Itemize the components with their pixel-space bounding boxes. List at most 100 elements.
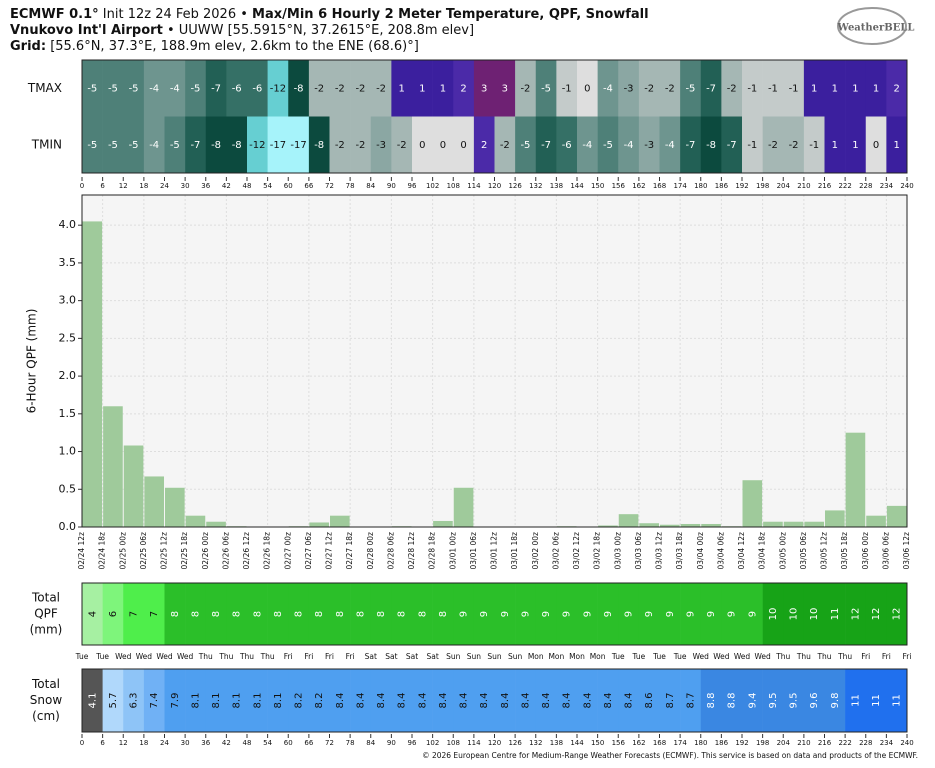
cell: [886, 60, 908, 117]
x-tick-label: 03/02 06z: [551, 532, 560, 570]
cell: [370, 60, 392, 117]
cell-label: 9: [747, 611, 758, 617]
cell-label: 11: [892, 694, 903, 707]
cell-label: -2: [500, 140, 510, 151]
cell: [185, 116, 207, 173]
cell-label: 9.5: [789, 693, 800, 709]
cell: [494, 669, 516, 732]
cell-label: -5: [170, 140, 180, 151]
cell-label: -3: [376, 140, 386, 151]
x-tick-label: 132: [529, 182, 542, 190]
cell-label: 8.1: [211, 693, 222, 709]
cell: [824, 116, 846, 173]
cell: [247, 116, 268, 173]
x-tick-label: 96: [408, 739, 417, 747]
x-tick-label: 78: [346, 182, 355, 190]
cell: [164, 60, 186, 117]
cell-label: -17: [270, 140, 286, 151]
x-tick-label: 03/01 00z: [448, 532, 457, 570]
cell-label: -2: [520, 83, 530, 94]
cell: [102, 116, 124, 173]
cell: [391, 669, 413, 732]
x-tick-label: 204: [777, 182, 791, 190]
cell-label: -2: [768, 140, 778, 151]
grid-label: Grid:: [10, 39, 46, 54]
cell-label: 3: [502, 83, 508, 94]
cell: [350, 60, 372, 117]
cell: [638, 60, 660, 117]
x-tick-label: 03/02 00z: [531, 532, 540, 570]
x-tick-label: 03/06 12z: [902, 532, 911, 570]
x-tick-label: 174: [673, 739, 687, 747]
x-tick-label: 6: [100, 739, 105, 747]
y-tick-label: 3.0: [59, 294, 77, 307]
cell: [288, 583, 310, 645]
cell: [556, 583, 578, 645]
cell-label: -7: [685, 140, 695, 151]
panel-frame: [81, 59, 908, 174]
x-tick-label: Thu: [218, 652, 233, 661]
title-model: ECMWF 0.1°: [10, 7, 99, 22]
cell: [680, 60, 702, 117]
x-tick-label: Sun: [467, 652, 482, 661]
x-tick-label: 96: [408, 182, 417, 190]
cell-label: 1: [811, 83, 817, 94]
bar: [330, 515, 350, 527]
cell-label: 8.1: [232, 693, 243, 709]
x-tick-label: Wed: [177, 652, 194, 661]
x-tick-label: Thu: [260, 652, 275, 661]
x-tick-label: 03/05 06z: [799, 532, 808, 570]
cell-label: -2: [789, 140, 799, 151]
cell: [226, 669, 248, 732]
x-tick-label: 114: [467, 182, 481, 190]
x-tick-label: 168: [653, 739, 666, 747]
logo: WeatherBELL: [837, 23, 915, 34]
cell: [659, 60, 681, 117]
cell-label: 12: [850, 608, 861, 621]
cell: [618, 583, 640, 645]
x-tick-label: 198: [756, 182, 769, 190]
x-tick-label: 240: [900, 182, 913, 190]
cell-label: -5: [87, 140, 97, 151]
cell-label: 8.4: [562, 693, 573, 709]
cell: [597, 116, 619, 173]
x-tick-label: 156: [612, 182, 626, 190]
x-tick-label: 18: [139, 739, 148, 747]
x-tick-label: 03/04 12z: [737, 532, 746, 570]
x-tick-label: 03/05 18z: [840, 532, 849, 570]
cell-label: 2: [460, 83, 466, 94]
x-tick-label: 192: [735, 739, 748, 747]
cell-label: 8.4: [376, 693, 387, 709]
cell-label: 4: [87, 611, 98, 617]
x-tick-label: 0: [80, 182, 84, 190]
cell: [453, 669, 475, 732]
cell-label: -17: [290, 140, 306, 151]
cell: [742, 60, 763, 117]
cell-label: -7: [211, 83, 221, 94]
x-tick-label: 162: [632, 739, 645, 747]
cell-label: 8.4: [603, 693, 614, 709]
x-tick-label: Wed: [754, 652, 771, 661]
logo-ring: [837, 7, 907, 45]
cell-label: -1: [768, 83, 778, 94]
cell-label: -5: [129, 140, 139, 151]
cell: [845, 116, 867, 173]
x-tick-label: Fri: [882, 652, 891, 661]
x-tick-label: 0: [80, 739, 84, 747]
cell-label: 1: [894, 140, 900, 151]
cell: [391, 116, 413, 173]
cell-label: 9: [520, 611, 531, 617]
cell-label: 8.8: [706, 693, 717, 709]
cell-label: 8.4: [582, 693, 593, 709]
cell-label: -1: [789, 83, 799, 94]
x-tick-label: 02/26 18z: [263, 532, 272, 570]
cell-label: 0: [460, 140, 466, 151]
cell: [432, 60, 454, 117]
cell: [226, 60, 248, 117]
cell-label: 8.4: [500, 693, 511, 709]
cell-label: 7: [149, 611, 160, 617]
cell-label: -2: [376, 83, 386, 94]
cell: [267, 583, 289, 645]
bar: [185, 515, 206, 527]
